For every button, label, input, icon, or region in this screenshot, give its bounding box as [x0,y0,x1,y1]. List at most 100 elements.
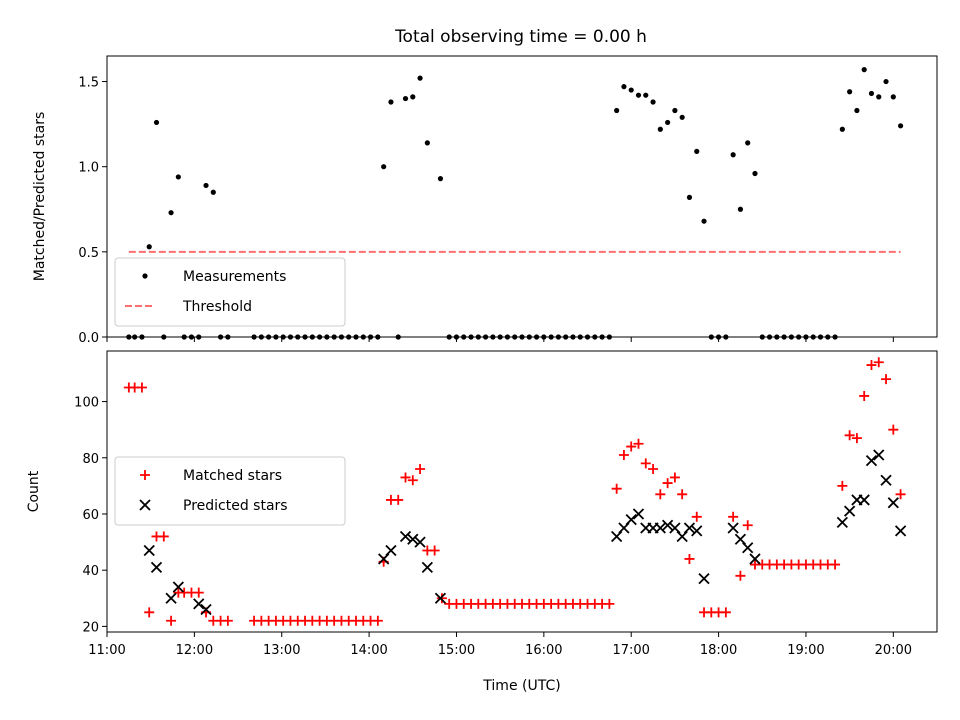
matched-stars-point [895,489,906,500]
x-tick-label: 15:00 [438,643,475,658]
measurement-point [614,107,620,114]
measurement-point [657,126,663,132]
measurement-point [153,119,160,126]
matched-stars-point [393,494,404,505]
top-axes-frame [106,55,938,338]
matched-stars-point [193,587,204,598]
predicted-stars-point [742,542,754,554]
measurement-point [701,218,707,224]
y-tick-label: 1.5 [78,76,99,91]
predicted-stars-point [873,449,885,461]
y-tick-label: 100 [74,396,99,411]
legend-box [114,257,346,327]
measurement-point [210,189,216,195]
matched-stars-point [742,520,753,531]
measurement-point [424,140,430,146]
measurement-point [168,210,174,216]
measurement-point [621,84,627,90]
legend-entry: Measurements [142,269,286,285]
y-tick-label: 1.0 [78,161,99,176]
measurement-point [847,89,853,95]
matched-stars-point [830,559,841,570]
measurement-point [839,126,845,132]
matched-stars-point [633,438,644,449]
legend-entry: Matched stars [140,468,282,484]
bottom-marks [123,357,907,626]
measurement-point [203,182,209,189]
y-tick-label: 40 [82,564,99,579]
legend-predicted-swatch [139,499,151,511]
measurement-point [635,92,642,98]
legend-label: Measurements [183,269,286,285]
measurement-point [745,140,751,146]
measurement-point [175,174,181,180]
predicted-stars-point [172,581,184,593]
matched-stars-point [837,480,848,491]
matched-stars-point [611,483,622,494]
predicted-stars-point [200,603,212,616]
matched-stars-point [136,382,147,393]
predicted-stars-point [887,497,899,509]
legend-label: Predicted stars [183,498,288,514]
measurement-point [665,119,671,126]
matched-stars-point [669,472,680,483]
x-tick-label: 11:00 [88,643,125,658]
measurement-point [650,99,656,105]
matched-stars-point [881,374,892,385]
predicted-stars-point [727,522,739,534]
x-tick-label: 17:00 [612,643,649,658]
y-tick-label: 20 [82,620,99,635]
legend-box [114,456,346,526]
legend-entry: Predicted stars [139,498,288,514]
matched-stars-point [866,360,877,371]
measurement-point [146,244,152,250]
legend-measurement-swatch [142,273,148,279]
matched-stars-point [648,464,659,475]
measurement-point [672,107,678,114]
predicted-stars-point [683,522,696,534]
figure-title: Total observing time = 0.00 h [394,27,647,47]
matched-stars-point [144,607,155,618]
matched-stars-point [415,464,426,475]
matched-stars-point [873,357,884,368]
predicted-stars-point [691,525,703,537]
matched-stars-point [859,390,870,401]
legend-label: Matched stars [183,468,282,484]
top-ticks: 0.0 0.5 1.0 1.5 [78,76,894,346]
y-tick-label: 60 [82,508,99,523]
measurement-point [854,107,860,114]
predicted-stars-point [434,592,447,604]
measurement-point [402,95,409,102]
predicted-stars-point [865,454,878,467]
measurement-point [876,94,882,100]
predicted-stars-point [661,519,674,531]
matched-stars-point [844,430,855,441]
bottom-legend: Matched stars Predicted stars [114,456,346,526]
matched-stars-point [436,593,447,604]
matched-stars-point [851,433,862,444]
measurement-point [686,194,693,200]
matched-stars-point [604,598,615,609]
x-axis-label: Time (UTC) [482,678,560,694]
predicted-stars-point [843,505,856,517]
measurement-point [417,75,423,81]
predicted-stars-point [421,561,433,574]
x-tick-label: 12:00 [176,643,213,658]
bottom-y-axis-label: Count [26,470,42,512]
measurement-point [628,87,634,93]
predicted-stars-point [858,494,870,506]
measurement-point [737,206,744,212]
x-tick-label: 20:00 [875,643,912,658]
matched-stars-point [735,570,746,581]
matched-stars-point [728,511,739,522]
top-y-axis-label: Matched/Predicted stars [32,112,48,282]
x-tick-label: 14:00 [350,643,387,658]
measurement-point [890,94,896,100]
predicted-stars-point [654,522,666,534]
matched-stars-point [372,615,383,626]
matched-stars-point [691,511,702,522]
predicted-stars-point [632,508,645,520]
matched-stars-point [888,424,899,435]
measurement-point [437,176,444,182]
